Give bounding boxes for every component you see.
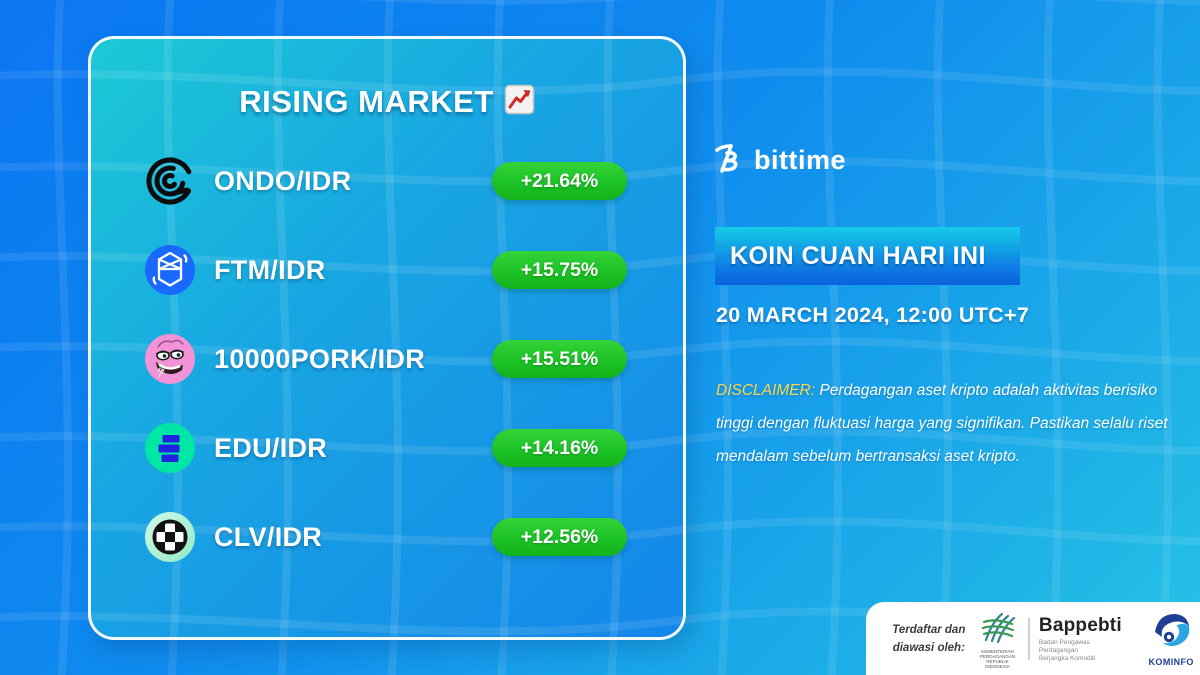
pair-label: ONDO/IDR: [214, 165, 352, 196]
headline-banner: KOIN CUAN HARI INI: [715, 227, 1020, 285]
pair-label: CLV/IDR: [214, 521, 323, 552]
pair-label: EDU/IDR: [214, 432, 328, 463]
date-time-text: 20 MARCH 2024, 12:00 UTC+7: [716, 303, 1030, 327]
bappebti-logo: Bappebti Badan Pengawas Perdagangan Berj…: [1039, 615, 1130, 663]
pork-coin-icon: [143, 332, 197, 386]
ministry-caption: KEMENTERIAN PERDAGANGAN REPUBLIK INDONES…: [980, 648, 1016, 669]
edu-coin-icon: [143, 421, 197, 475]
clover-coin-icon: [143, 510, 197, 564]
kominfo-label: KOMINFO: [1148, 657, 1194, 667]
coin-list: ONDO/IDR +21.64% FTM/IDR: [143, 154, 627, 599]
disclaimer-label: DISCLAIMER:: [716, 381, 816, 399]
bittime-logo-mark-icon: [710, 140, 746, 181]
list-item: ONDO/IDR +21.64%: [143, 154, 627, 208]
disclaimer-body: Perdagangan aset kripto adalah aktivitas…: [716, 381, 1168, 465]
kementerian-perdagangan-icon: [981, 612, 1015, 643]
registered-text-line2: diawasi oleh:: [892, 641, 965, 654]
list-item: CLV/IDR +12.56%: [143, 510, 627, 564]
ondo-coin-icon: [143, 154, 197, 208]
change-badge: +15.75%: [492, 251, 627, 289]
list-item: FTM/IDR +15.75%: [143, 243, 627, 297]
kominfo-icon: [1155, 614, 1190, 647]
card-title-text: RISING MARKET: [239, 84, 494, 119]
kementerian-perdagangan-logo: KEMENTERIAN PERDAGANGAN REPUBLIK INDONES…: [974, 609, 1022, 669]
headline-text: KOIN CUAN HARI INI: [730, 241, 986, 270]
change-badge: +12.56%: [492, 518, 627, 556]
disclaimer-text: DISCLAIMER: Perdagangan aset kripto adal…: [716, 374, 1168, 473]
footer-divider: [1028, 617, 1030, 660]
change-badge: +15.51%: [492, 340, 627, 378]
list-item: 10000PORK/IDR +15.51%: [143, 332, 627, 386]
kominfo-logo: KOMINFO: [1142, 610, 1200, 667]
bappebti-name: Bappebti: [1038, 614, 1122, 636]
list-item: EDU/IDR +14.16%: [143, 421, 627, 475]
change-badge: +14.16%: [492, 429, 627, 467]
change-badge: +21.64%: [492, 162, 627, 200]
rising-market-card: RISING MARKET: [88, 36, 686, 640]
bappebti-subtitle: Badan Pengawas Perdagangan Berjangka Kom…: [1038, 638, 1096, 662]
pair-label: 10000PORK/IDR: [214, 343, 425, 374]
bittime-wordmark: bittime: [754, 145, 847, 175]
card-title: RISING MARKET: [91, 84, 683, 120]
chart-increasing-icon: [504, 84, 535, 120]
bittime-logo: bittime: [710, 140, 846, 181]
fantom-coin-icon: [143, 243, 197, 297]
registered-text: Terdaftar dan diawasi oleh:: [890, 621, 968, 657]
registered-text-line1: Terdaftar dan: [892, 623, 966, 636]
regulatory-footer: Terdaftar dan diawasi oleh: KEMENTERIAN …: [866, 602, 1200, 675]
pair-label: FTM/IDR: [214, 254, 326, 285]
